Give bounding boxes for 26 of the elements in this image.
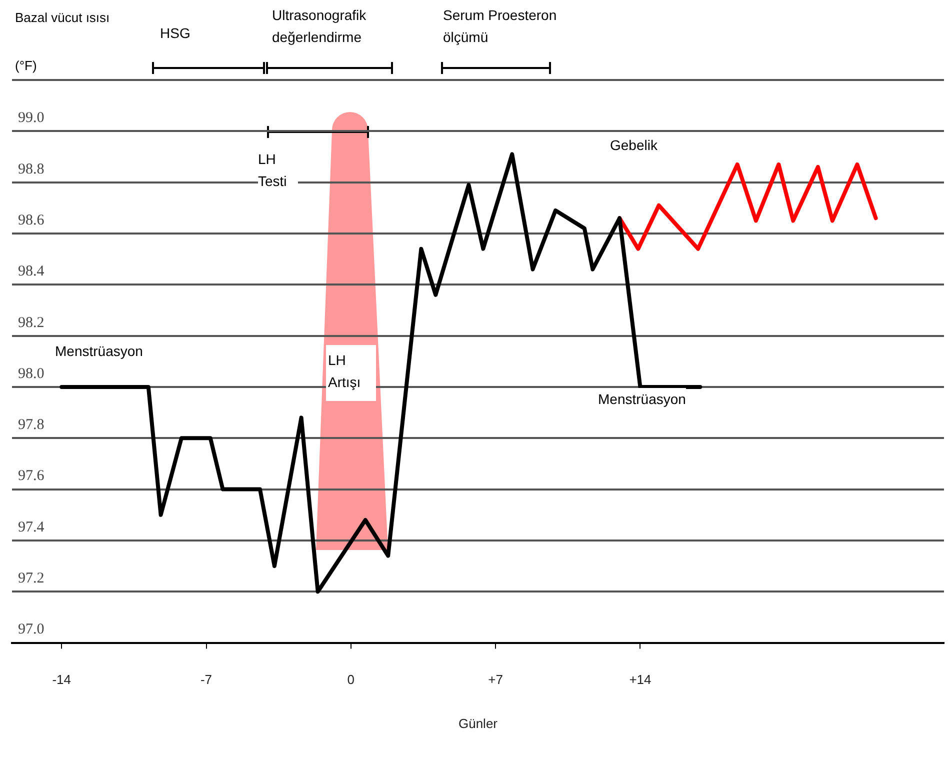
x-tick-label: +14 (629, 672, 652, 688)
text: Bazal vücut ısısı (°F) (15, 10, 110, 73)
y-tick-label: 97.8 (18, 417, 44, 434)
annotation: Gebelik (610, 134, 658, 156)
annotation: Menstrüasyon (55, 340, 143, 362)
y-tick-label: 99.0 (18, 110, 44, 126)
x-tick-label: -14 (52, 672, 71, 688)
y-tick-label: 98.6 (18, 212, 45, 228)
y-tick-label: 98.4 (18, 264, 45, 280)
x-tick-label: +7 (488, 672, 503, 688)
x-tick-label: 0 (347, 672, 355, 688)
y-tick-label: 98.0 (18, 366, 44, 382)
y-tick-label: 97.2 (18, 570, 44, 587)
x-tick-label: -7 (200, 672, 212, 688)
annotation: LH Artışı (326, 345, 376, 401)
x-axis-title: Günler (458, 716, 498, 731)
y-tick-label: 97.4 (18, 519, 45, 536)
text: HSG (160, 22, 190, 44)
y-tick-label: 97.0 (18, 622, 44, 638)
y-tick-label: 98.2 (18, 314, 44, 331)
text: Serum Proesteron ölçümü (443, 4, 573, 48)
annotation: Menstrüasyon (598, 388, 686, 410)
text: Ultrasonografik değerlendirme (272, 4, 394, 48)
annotation: LH Testi (258, 148, 298, 192)
y-tick-label: 97.6 (18, 468, 45, 484)
y-tick-label: 98.8 (18, 161, 44, 178)
